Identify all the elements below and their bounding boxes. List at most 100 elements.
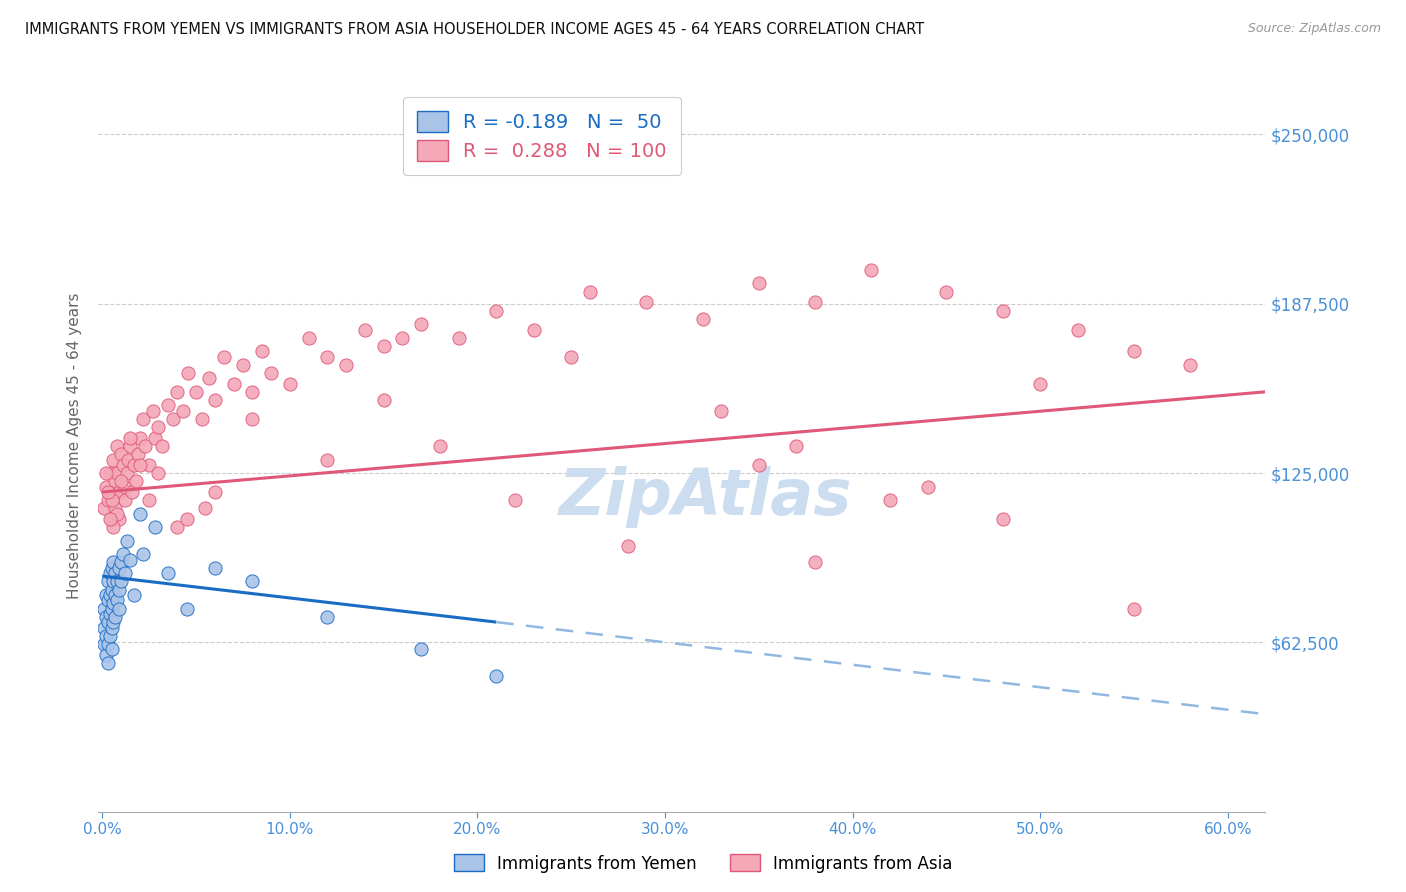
Point (250, 344, 273, 359)
Point (485, 669, 508, 683)
Point (917, 480, 939, 494)
Point (98, 566, 121, 581)
Point (447, 331, 470, 345)
Point (636, 295, 658, 310)
Y-axis label: Householder Income Ages 45 - 64 years: Householder Income Ages 45 - 64 years (67, 293, 83, 599)
Point (93, 601, 115, 615)
Point (166, 520, 188, 534)
Point (142, 404, 165, 418)
Point (117, 452, 139, 467)
Point (105, 574, 128, 589)
Point (128, 458, 150, 472)
Point (103, 452, 125, 467)
Point (122, 588, 145, 602)
Point (143, 431, 166, 445)
Text: IMMIGRANTS FROM YEMEN VS IMMIGRANTS FROM ASIA HOUSEHOLDER INCOME AGES 45 - 64 YE: IMMIGRANTS FROM YEMEN VS IMMIGRANTS FROM… (25, 22, 925, 37)
Point (127, 447, 149, 461)
Point (935, 285, 957, 299)
Point (105, 466, 128, 480)
Point (97, 493, 120, 508)
Point (176, 512, 198, 526)
Point (260, 366, 283, 380)
Point (156, 566, 179, 581)
Point (93, 501, 115, 516)
Point (172, 404, 194, 418)
Point (134, 439, 156, 453)
Point (132, 412, 155, 426)
Point (93, 637, 115, 651)
Text: ZipAtlas: ZipAtlas (558, 467, 852, 528)
Point (240, 412, 263, 426)
Point (98, 629, 121, 643)
Point (804, 295, 827, 310)
Point (138, 458, 160, 472)
Point (94, 629, 117, 643)
Point (115, 466, 138, 480)
Point (128, 507, 150, 521)
Text: Source: ZipAtlas.com: Source: ZipAtlas.com (1247, 22, 1381, 36)
Point (103, 615, 125, 629)
Point (111, 547, 134, 561)
Point (115, 533, 138, 548)
Point (316, 452, 339, 467)
Point (108, 561, 131, 575)
Point (97, 656, 120, 670)
Point (162, 412, 184, 426)
Point (94, 609, 117, 624)
Point (184, 384, 207, 399)
Point (97, 615, 120, 629)
Point (100, 601, 122, 615)
Point (128, 431, 150, 445)
Point (232, 358, 254, 372)
Point (353, 322, 375, 336)
Point (110, 474, 132, 488)
Point (692, 311, 714, 326)
Point (94, 588, 117, 602)
Point (97, 485, 120, 500)
Point (103, 556, 125, 570)
Point (94, 480, 117, 494)
Point (991, 303, 1014, 318)
Point (120, 439, 142, 453)
Point (166, 384, 188, 399)
Point (100, 512, 122, 526)
Point (297, 331, 319, 345)
Point (108, 512, 131, 526)
Point (748, 458, 770, 472)
Point (121, 485, 143, 500)
Point (98, 466, 121, 480)
Point (1123, 601, 1146, 615)
Point (240, 384, 263, 399)
Point (879, 493, 901, 508)
Point (110, 447, 132, 461)
Point (991, 512, 1014, 526)
Point (560, 350, 582, 364)
Point (98, 588, 121, 602)
Point (110, 574, 132, 589)
Point (222, 376, 245, 391)
Point (100, 561, 122, 575)
Point (100, 493, 122, 508)
Legend: Immigrants from Yemen, Immigrants from Asia: Immigrants from Yemen, Immigrants from A… (447, 847, 959, 880)
Point (108, 582, 131, 597)
Point (373, 392, 395, 407)
Point (204, 392, 226, 407)
Point (100, 642, 122, 657)
Point (138, 493, 160, 508)
Point (1029, 376, 1052, 391)
Point (108, 601, 131, 615)
Point (98, 607, 121, 621)
Point (411, 642, 433, 657)
Point (122, 458, 145, 472)
Point (335, 358, 357, 372)
Point (1123, 344, 1146, 359)
Point (120, 553, 142, 567)
Legend: R = -0.189   N =  50, R =  0.288   N = 100: R = -0.189 N = 50, R = 0.288 N = 100 (404, 97, 681, 175)
Point (103, 574, 125, 589)
Point (1067, 322, 1090, 336)
Point (148, 466, 170, 480)
Point (97, 593, 120, 607)
Point (156, 398, 179, 412)
Point (111, 458, 134, 472)
Point (148, 420, 170, 434)
